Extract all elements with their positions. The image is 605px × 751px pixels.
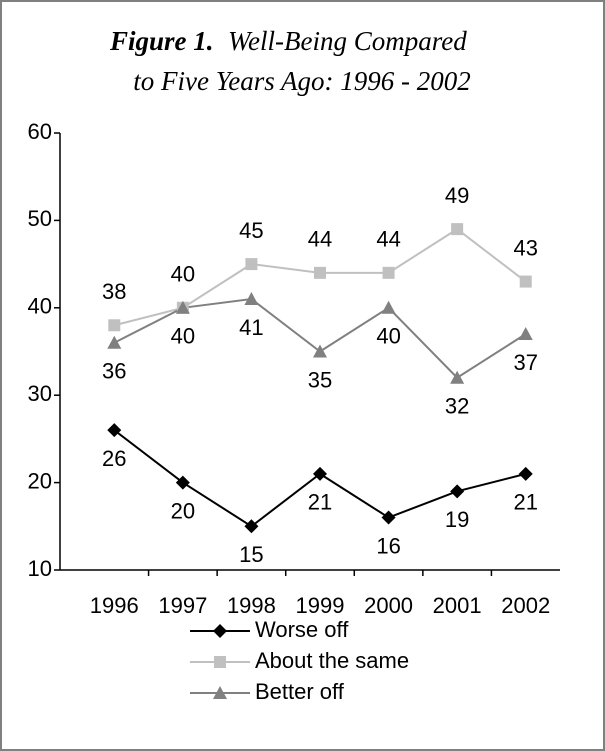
x-tick-label: 1999 (296, 593, 345, 618)
chart-title-prefix: Figure 1. (109, 26, 214, 56)
legend-marker (214, 656, 226, 668)
y-tick-label: 10 (28, 556, 52, 581)
legend-label: Better off (255, 679, 345, 704)
data-point (451, 223, 464, 236)
x-tick-label: 1996 (90, 593, 139, 618)
x-tick-label: 2000 (364, 593, 413, 618)
data-point (382, 266, 395, 279)
legend-marker (213, 686, 227, 699)
data-point (314, 266, 326, 279)
legend-label: About the same (255, 648, 409, 673)
data-label: 43 (513, 235, 537, 260)
data-point (245, 258, 258, 271)
chart-title: Well-Being Compared (228, 26, 467, 56)
data-label: 45 (239, 218, 263, 243)
data-label: 19 (445, 507, 469, 532)
data-point (519, 275, 532, 288)
data-point (107, 335, 122, 349)
data-label: 21 (308, 490, 332, 515)
y-tick-label: 50 (28, 206, 52, 231)
data-point (518, 327, 533, 341)
data-label: 40 (171, 324, 195, 349)
data-point (108, 319, 121, 332)
x-tick-label: 2002 (501, 593, 550, 618)
x-tick-label: 2001 (433, 593, 482, 618)
data-point (450, 370, 465, 384)
legend-label: Worse off (255, 617, 349, 642)
data-label: 40 (376, 324, 400, 349)
chart-title: to Five Years Ago: 1996 - 2002 (133, 66, 471, 96)
data-point (244, 519, 259, 534)
data-label: 35 (308, 367, 332, 392)
data-point (107, 423, 122, 438)
data-label: 36 (102, 359, 126, 384)
data-label: 40 (171, 262, 195, 287)
y-tick-label: 60 (28, 119, 52, 144)
data-label: 32 (445, 394, 469, 419)
data-point (381, 300, 396, 314)
y-tick-label: 20 (28, 468, 52, 493)
y-tick-label: 40 (28, 294, 52, 319)
data-label: 49 (445, 183, 469, 208)
data-point (313, 344, 327, 358)
data-label: 37 (513, 350, 537, 375)
data-label: 44 (308, 227, 332, 252)
data-label: 41 (239, 315, 263, 340)
x-tick-label: 1997 (158, 593, 207, 618)
data-label: 38 (102, 279, 126, 304)
data-label: 16 (376, 533, 400, 558)
data-point (518, 466, 533, 481)
data-point (313, 466, 327, 481)
data-point (381, 510, 396, 525)
x-tick-label: 1998 (227, 593, 276, 618)
data-label: 21 (513, 490, 537, 515)
data-point (175, 300, 190, 314)
data-point (450, 484, 465, 499)
data-label: 44 (376, 227, 400, 252)
data-label: 15 (239, 542, 263, 567)
legend-marker (213, 624, 227, 638)
data-point (244, 292, 259, 306)
data-label: 26 (102, 446, 126, 471)
data-label: 20 (171, 498, 195, 523)
y-tick-label: 30 (28, 381, 52, 406)
data-point (175, 475, 190, 490)
